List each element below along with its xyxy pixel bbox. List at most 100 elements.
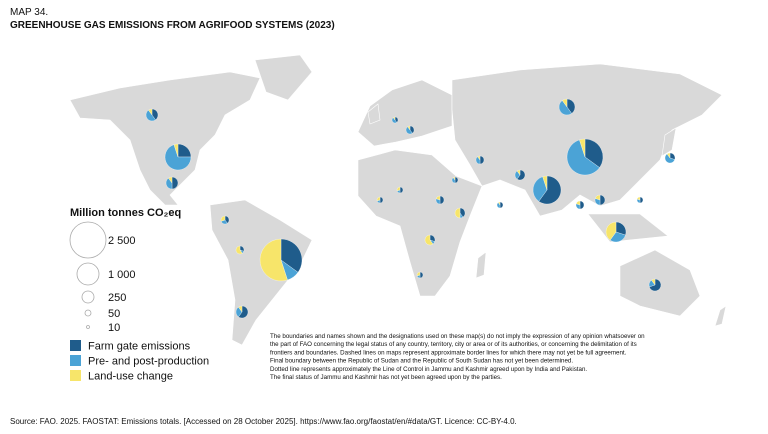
pie-slice <box>164 144 192 171</box>
pie-slice <box>639 196 644 204</box>
pie-marker <box>664 152 676 164</box>
pie-slice <box>584 138 604 168</box>
pie-marker <box>514 169 526 181</box>
south-america <box>209 199 313 346</box>
legend-label: Farm gate emissions <box>88 341 191 353</box>
legend-swatch <box>70 340 81 351</box>
pie-slice <box>259 238 288 282</box>
size-circle <box>86 325 90 329</box>
pie-slice <box>576 200 581 206</box>
pie-slice <box>280 238 303 273</box>
british-isles <box>367 103 381 125</box>
disclaimer: The boundaries and names shown and the d… <box>270 333 645 381</box>
pie-marker <box>594 194 606 206</box>
madagascar <box>475 251 487 279</box>
map-label: MAP 34. <box>10 7 48 18</box>
pie-slice <box>399 186 404 194</box>
size-label: 2 500 <box>108 235 136 247</box>
pie-slice <box>453 176 456 181</box>
pie-slice <box>579 200 585 210</box>
pie-marker <box>575 200 585 210</box>
pie-marker <box>391 116 399 124</box>
pie-slice <box>595 194 601 201</box>
legend-swatch <box>70 355 81 366</box>
pie-slice <box>416 271 421 277</box>
legend-swatch <box>70 370 81 381</box>
disclaimer-line: Dotted line represents approximately the… <box>270 366 587 373</box>
size-circle <box>69 221 107 259</box>
pie-slice <box>666 152 671 159</box>
pie-marker <box>454 207 466 219</box>
pie-slice <box>566 139 600 176</box>
pie-slice <box>499 201 504 209</box>
pie-slice <box>376 196 381 202</box>
pie-slice <box>516 169 526 181</box>
pie-marker <box>451 176 459 184</box>
pie-marker <box>220 215 230 225</box>
size-circle <box>76 262 100 286</box>
north-america <box>69 71 261 206</box>
pie-marker <box>416 271 424 279</box>
pie-slice <box>664 153 675 164</box>
pie-marker <box>145 108 159 122</box>
pie-marker <box>235 305 249 319</box>
size-label: 10 <box>108 322 120 334</box>
size-label: 1 000 <box>108 269 136 281</box>
pie-slice <box>651 278 656 286</box>
pie-slice <box>538 175 562 205</box>
pie-marker <box>424 234 436 246</box>
pie-slice <box>599 194 606 206</box>
disclaimer-line: The final status of Jammu and Kashmir ha… <box>270 374 502 381</box>
japan <box>661 127 677 157</box>
pie-markers <box>145 98 676 319</box>
legend-label: Land-use change <box>88 371 173 383</box>
disclaimer-line: The boundaries and names shown and the d… <box>270 333 645 340</box>
pie-slice <box>379 196 384 204</box>
pie-marker <box>496 201 504 209</box>
pie-marker <box>475 155 485 165</box>
pie-slice <box>562 98 568 108</box>
pie-slice <box>145 109 156 122</box>
world-map <box>69 54 727 346</box>
pie-marker <box>376 196 384 204</box>
pie-marker <box>636 196 644 204</box>
pie-slice <box>532 176 548 202</box>
greenland <box>254 54 313 101</box>
pie-marker <box>405 125 415 135</box>
pie-slice <box>605 221 617 241</box>
pie-marker <box>648 278 662 292</box>
pie-slice <box>393 116 396 121</box>
pie-slice <box>168 176 173 184</box>
disclaimer-line: Final boundary between the Republic of S… <box>270 358 573 365</box>
pie-slice <box>235 245 243 255</box>
pie-marker <box>532 175 562 205</box>
pie-slice <box>498 201 501 206</box>
pie-slice <box>436 195 441 201</box>
pie-slice <box>454 176 459 184</box>
pie-slice <box>407 125 411 131</box>
pie-marker <box>566 138 604 176</box>
africa <box>357 149 483 297</box>
new-zealand <box>714 305 727 327</box>
pie-marker <box>235 245 245 255</box>
map-title: GREENHOUSE GAS EMISSIONS FROM AGRIFOOD S… <box>10 20 335 31</box>
pie-marker <box>165 176 179 190</box>
pie-slice <box>454 207 461 219</box>
pie-marker <box>259 238 303 282</box>
pie-slice <box>566 98 576 114</box>
size-label: 250 <box>108 292 126 304</box>
pie-marker <box>435 195 445 205</box>
pie-slice <box>558 100 572 116</box>
pie-slice <box>148 108 153 116</box>
southeast-asia-islands <box>587 213 669 243</box>
legend-title: Million tonnes CO₂eq <box>70 207 181 219</box>
disclaimer-line: the part of FAO concerning the legal sta… <box>270 341 637 348</box>
pie-marker <box>396 186 404 194</box>
pie-slice <box>220 215 226 222</box>
pie-slice <box>173 143 179 158</box>
pie-slice <box>396 186 401 192</box>
size-circle <box>84 309 92 317</box>
pie-slice <box>238 305 243 313</box>
source: Source: FAO. 2025. FAOSTAT: Emissions to… <box>10 417 517 426</box>
